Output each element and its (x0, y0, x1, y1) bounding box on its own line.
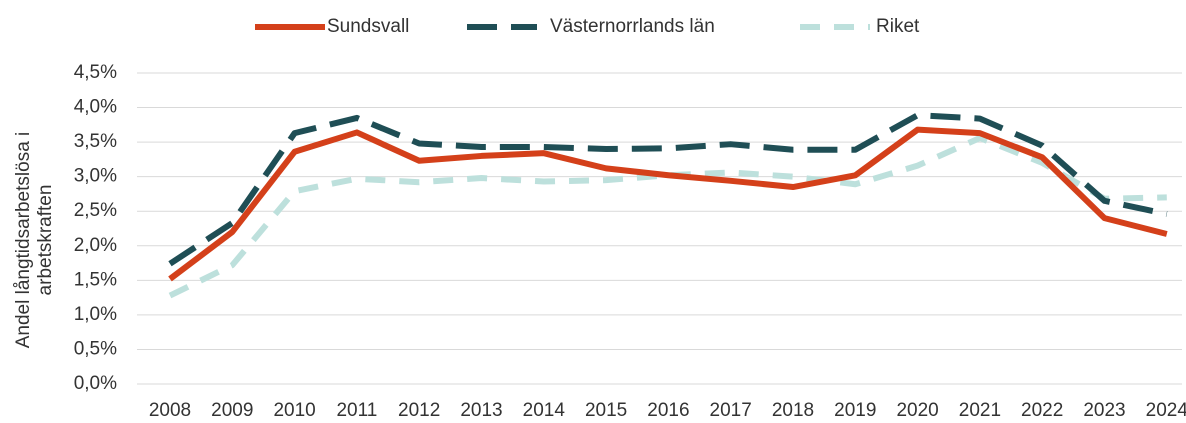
series-line (168, 134, 1167, 299)
x-tick-label: 2012 (398, 400, 440, 421)
series-line (168, 126, 1168, 282)
x-tick-label: 2011 (336, 400, 377, 421)
y-tick-label: 4,0% (74, 97, 117, 118)
legend-label: Riket (876, 16, 920, 37)
y-tick-label: 2,0% (74, 235, 117, 256)
x-tick-label: 2010 (273, 400, 315, 421)
x-tick-label: 2015 (585, 400, 627, 421)
series-line (168, 112, 1168, 267)
legend-label: Västernorrlands län (550, 16, 715, 37)
y-tick-label: 3,0% (74, 166, 117, 187)
y-tick-label: 2,5% (74, 200, 117, 221)
x-tick-label: 2016 (647, 400, 689, 421)
y-axis-title-line: arbetskraften (35, 185, 56, 296)
x-tick-label: 2008 (149, 400, 191, 421)
x-tick-label: 2020 (896, 400, 938, 421)
x-tick-label: 2024 (1146, 400, 1186, 421)
y-tick-label: 1,0% (74, 304, 117, 325)
x-tick-label: 2023 (1083, 400, 1125, 421)
y-tick-label: 3,5% (74, 131, 117, 152)
x-tick-label: 2014 (523, 400, 566, 421)
y-axis-title-line: Andel långtidsarbetslösa i (13, 132, 34, 349)
y-tick-label: 0,0% (74, 373, 117, 394)
legend-label: Sundsvall (327, 16, 409, 37)
x-tick-label: 2013 (460, 400, 502, 421)
x-tick-label: 2021 (959, 400, 1001, 421)
y-axis-title: Andel långtidsarbetslösa i arbetskraften (13, 132, 56, 349)
y-tick-label: 0,5% (74, 338, 117, 359)
x-tick-label: 2018 (772, 400, 814, 421)
y-tick-label: 4,5% (74, 62, 117, 83)
x-tick-label: 2022 (1021, 400, 1063, 421)
x-tick-label: 2017 (710, 400, 752, 421)
y-tick-label: 1,5% (74, 269, 117, 290)
x-tick-label: 2019 (834, 400, 876, 421)
x-tick-label: 2009 (211, 400, 253, 421)
